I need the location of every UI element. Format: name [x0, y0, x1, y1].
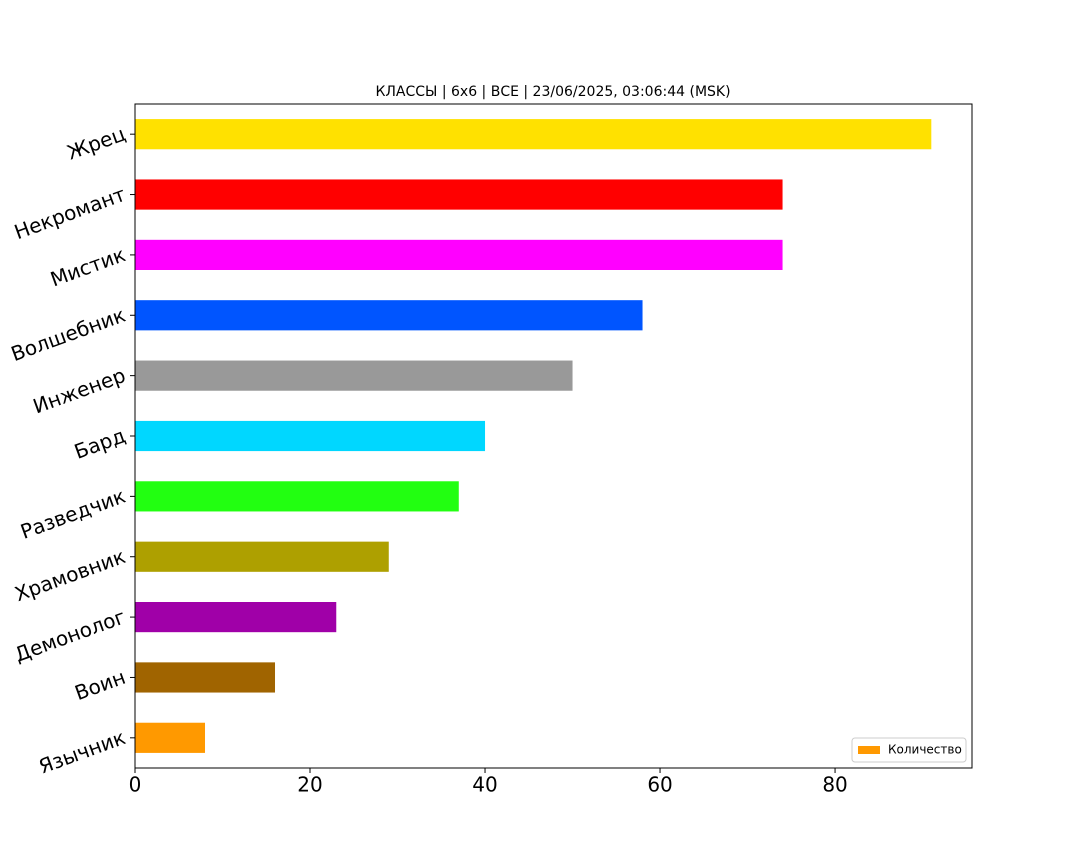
y-tick-label: Разведчик: [17, 484, 128, 544]
bar: [135, 541, 389, 572]
y-tick-label: Некромант: [11, 182, 129, 244]
x-tick-label: 0: [129, 773, 142, 797]
bar: [135, 481, 459, 512]
bar: [135, 119, 932, 150]
y-tick-label: Храмовник: [11, 544, 128, 606]
x-tick-label: 40: [472, 773, 497, 797]
y-tick-label: Демонолог: [11, 604, 128, 666]
bar: [135, 722, 206, 753]
chart-title: КЛАССЫ | 6х6 | ВСЕ | 23/06/2025, 03:06:4…: [375, 84, 730, 100]
bar: [135, 420, 486, 452]
legend-label: Количество: [888, 743, 962, 757]
plot-frame: [134, 103, 973, 769]
bar: [135, 239, 783, 270]
x-tick-label: 60: [647, 773, 672, 797]
legend-box: [851, 737, 967, 763]
y-tick-label: Жрец: [64, 121, 129, 164]
bar: [135, 662, 276, 693]
bar: [135, 300, 643, 331]
x-tick-label: 80: [822, 773, 847, 797]
bar: [135, 360, 573, 391]
y-tick-label: Язычник: [36, 725, 129, 778]
legend-swatch: [858, 746, 880, 754]
y-tick-label: Мистик: [47, 242, 128, 291]
y-tick-label: Бард: [71, 423, 129, 464]
bar: [135, 179, 783, 210]
bar: [135, 602, 337, 633]
y-tick-label: Инженер: [30, 363, 129, 419]
y-tick-label: Воин: [71, 665, 128, 705]
x-tick-label: 20: [297, 773, 322, 797]
y-tick-label: Волшебник: [8, 303, 129, 367]
